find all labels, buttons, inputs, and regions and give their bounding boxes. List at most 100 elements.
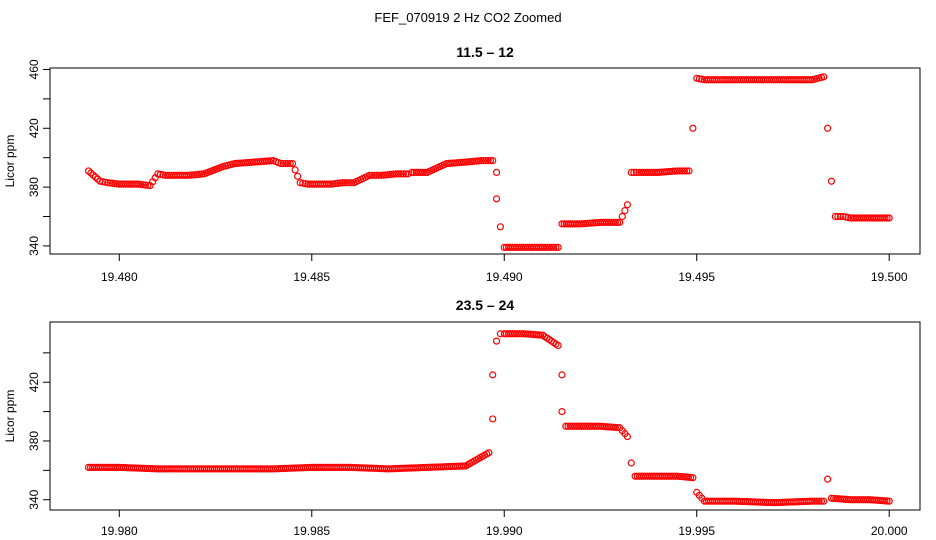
y-axis-label: Licor ppm — [3, 135, 17, 188]
data-point — [866, 496, 874, 504]
data-point — [489, 415, 497, 423]
data-trace-point — [132, 180, 141, 188]
data-trace-point — [372, 171, 381, 179]
data-point — [288, 159, 297, 168]
data-point — [885, 497, 893, 505]
data-trace-point — [813, 497, 821, 505]
data-point — [377, 171, 385, 179]
chart-panel-1: 11.5 – 12 Licor ppm 19.480 19.485 19.490 19.4… — [3, 44, 921, 284]
data-point — [596, 218, 605, 226]
data-point — [689, 124, 697, 132]
data-trace-point — [613, 218, 622, 226]
data-point — [820, 497, 828, 505]
data-trace-point — [281, 159, 290, 168]
data-trace-point — [810, 497, 819, 505]
data-trace-point — [482, 157, 490, 165]
data-point — [392, 170, 401, 178]
data-trace-point — [883, 214, 891, 222]
data-trace-point — [325, 180, 333, 188]
data-point — [847, 496, 855, 504]
data-point — [700, 76, 709, 84]
data-point — [693, 74, 701, 82]
data-trace-point — [817, 497, 826, 505]
data-point — [866, 214, 874, 222]
data-trace-point — [815, 497, 823, 505]
data-point — [404, 170, 412, 178]
data-trace-point — [375, 171, 383, 179]
x-tick-label: 20.000 — [871, 524, 908, 538]
data-point — [554, 341, 562, 350]
y-tick-label: 460 — [27, 59, 41, 79]
data-point — [489, 157, 497, 165]
data-point — [184, 171, 193, 179]
data-point — [492, 195, 501, 203]
data-point — [623, 432, 632, 441]
data-point — [731, 497, 739, 505]
data-point — [685, 167, 693, 175]
data-point — [558, 371, 566, 379]
data-trace-point — [881, 214, 889, 222]
data-point — [496, 330, 504, 338]
data-trace-point — [618, 212, 626, 221]
data-point — [539, 243, 547, 251]
data-trace-point — [630, 168, 638, 176]
data-point — [689, 474, 697, 482]
data-point — [442, 159, 451, 168]
data-point — [200, 170, 208, 178]
data-point — [408, 168, 416, 176]
data-point — [827, 494, 836, 502]
data-point — [492, 168, 501, 176]
data-trace-point — [550, 243, 558, 251]
data-trace-point — [486, 157, 494, 165]
data-point — [519, 243, 528, 251]
y-axis-label: Licor ppm — [3, 390, 17, 443]
data-trace-point — [676, 167, 684, 175]
data-point — [554, 243, 562, 251]
data-trace-point — [294, 172, 302, 180]
data-point — [577, 422, 585, 430]
data-trace-point — [834, 212, 842, 221]
data-point — [693, 488, 701, 496]
data-point — [539, 331, 547, 339]
x-tick-label: 19.500 — [871, 270, 908, 284]
data-point — [500, 330, 508, 338]
data-trace-point — [284, 159, 292, 168]
data-point — [134, 180, 143, 188]
data-point — [808, 76, 816, 84]
data-trace-point — [343, 179, 351, 187]
data-point — [308, 463, 316, 472]
data-point — [558, 220, 566, 228]
data-point — [616, 218, 624, 226]
chart-panel-2: 23.5 – 24 Licor ppm 19.980 19.985 19.990 19.9… — [3, 297, 921, 538]
data-trace-point — [680, 167, 689, 175]
data-point — [146, 182, 154, 190]
data-trace-point — [370, 171, 378, 179]
data-trace-point — [279, 159, 287, 168]
data-trace-point — [678, 167, 686, 175]
panel-title: 23.5 – 24 — [456, 297, 515, 313]
data-trace — [87, 73, 891, 251]
data-trace-point — [621, 207, 629, 215]
data-point — [847, 214, 855, 222]
data-point — [423, 463, 431, 472]
data-point — [596, 422, 605, 430]
y-tick-label: 380 — [27, 177, 41, 197]
x-tick-label: 19.480 — [101, 270, 138, 284]
y-tick-label: 340 — [27, 489, 41, 509]
x-tick-label: 19.490 — [486, 270, 523, 284]
data-point — [231, 159, 239, 168]
data-trace-point — [479, 157, 488, 165]
x-tick-label: 19.485 — [293, 270, 330, 284]
data-point — [489, 371, 497, 379]
data-point — [654, 168, 662, 176]
data-trace-point — [395, 170, 403, 178]
data-point — [462, 462, 470, 470]
data-point — [627, 459, 635, 467]
data-point — [519, 330, 528, 338]
data-point — [192, 465, 200, 473]
data-point — [700, 497, 709, 505]
x-tick-label: 19.995 — [678, 524, 715, 538]
plot-frame — [49, 67, 921, 255]
data-point — [824, 124, 832, 132]
